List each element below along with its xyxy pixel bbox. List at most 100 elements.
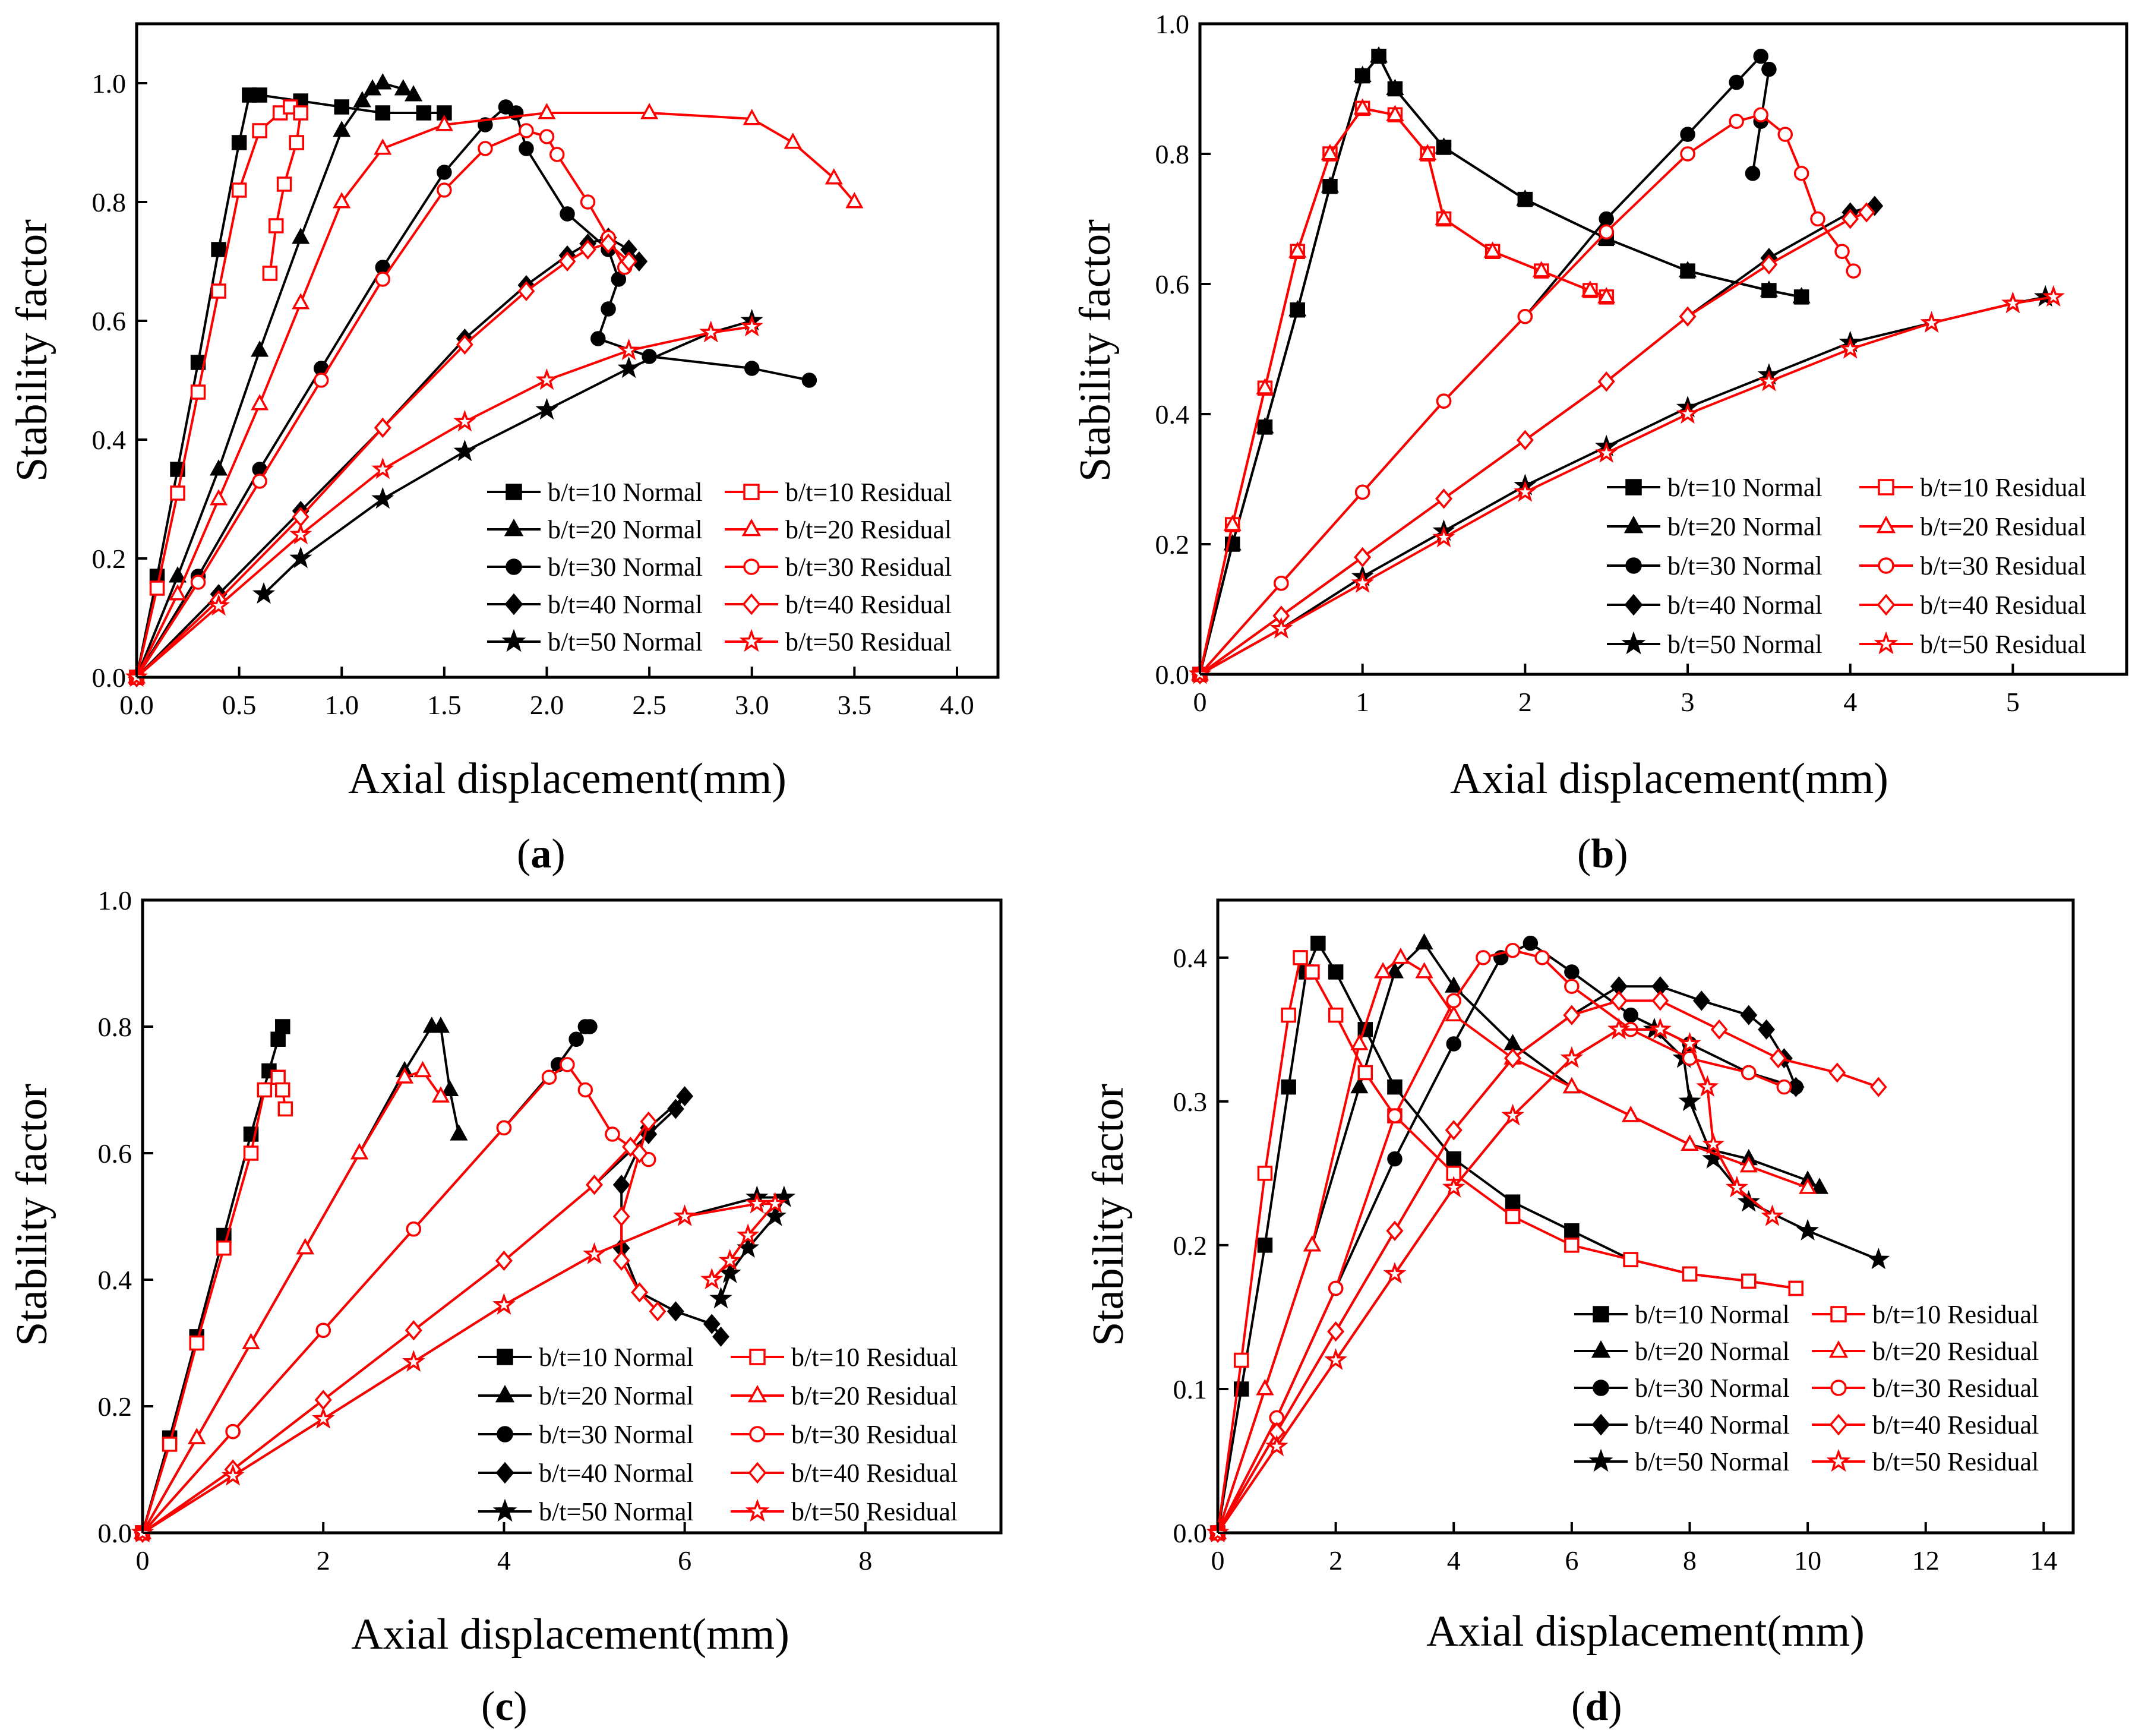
legend-label: b/t=30 Residual xyxy=(791,1420,958,1449)
data-point xyxy=(737,1223,760,1245)
legend-label: b/t=20 Normal xyxy=(548,515,703,544)
legend-marker xyxy=(1830,1306,1847,1322)
data-point xyxy=(1597,287,1616,304)
data-point xyxy=(1446,1151,1461,1167)
data-point xyxy=(1328,1280,1344,1296)
data-point xyxy=(1696,1075,1719,1097)
plot-area-frame xyxy=(1216,898,2075,1535)
data-point xyxy=(1233,1352,1249,1368)
legend-item: b/t=40 Normal xyxy=(1574,1410,1790,1440)
data-point xyxy=(1293,950,1308,965)
legend-marker xyxy=(497,1426,513,1443)
data-point xyxy=(353,91,371,108)
y-tick-label: 0.8 xyxy=(1155,139,1190,169)
data-point xyxy=(374,73,392,90)
data-point xyxy=(1753,49,1768,64)
y-tick-label: 0.4 xyxy=(98,1265,132,1295)
legend-item: b/t=20 Residual xyxy=(1859,512,2086,541)
data-point xyxy=(313,373,329,388)
series-line xyxy=(1199,54,1802,675)
data-point xyxy=(1223,515,1242,531)
x-tick-label: 0.5 xyxy=(222,690,257,720)
legend-label: b/t=20 Residual xyxy=(791,1381,958,1410)
data-point xyxy=(289,546,312,569)
x-tick-label: 1 xyxy=(1356,687,1369,717)
data-point xyxy=(170,485,185,501)
data-point xyxy=(315,1322,331,1338)
data-point xyxy=(252,87,267,103)
series-b-t-50-residual xyxy=(1206,1017,1784,1543)
data-point xyxy=(1758,1019,1775,1040)
data-point xyxy=(1288,299,1307,317)
x-tick-label: 0.0 xyxy=(119,690,154,720)
legend-marker xyxy=(742,593,761,616)
legend-label: b/t=20 Residual xyxy=(1872,1337,2039,1366)
data-point xyxy=(743,109,761,125)
series-b-t-10-normal xyxy=(135,1019,290,1541)
legend-item: b/t=40 Residual xyxy=(1812,1410,2039,1440)
data-point xyxy=(374,417,391,438)
legend-marker xyxy=(1623,515,1644,534)
series-line xyxy=(141,1063,649,1534)
legend-label: b/t=40 Residual xyxy=(791,1459,958,1488)
x-tick-label: 2 xyxy=(1329,1545,1343,1576)
data-point xyxy=(1374,962,1392,979)
legend-item: b/t=20 Residual xyxy=(731,1381,958,1410)
legend-item: b/t=10 Residual xyxy=(1859,473,2086,502)
data-point xyxy=(1777,127,1793,142)
legend-label: b/t=40 Normal xyxy=(1635,1410,1790,1440)
data-point xyxy=(252,582,276,604)
data-point xyxy=(568,1031,584,1047)
legend-item: b/t=20 Normal xyxy=(478,1381,694,1410)
legend-label: b/t=40 Normal xyxy=(539,1459,694,1488)
legend-marker xyxy=(506,558,522,575)
series-b-t-40-residual xyxy=(128,233,637,688)
data-point xyxy=(605,1126,620,1142)
data-point xyxy=(1505,942,1521,958)
data-point xyxy=(617,338,640,361)
series-b-t-20-residual xyxy=(127,103,864,684)
data-point xyxy=(1799,1178,1817,1194)
data-point xyxy=(1692,990,1710,1011)
legend-item: b/t=40 Residual xyxy=(725,590,952,619)
data-point xyxy=(1387,1151,1403,1167)
x-tick-label: 6 xyxy=(1565,1545,1578,1576)
data-point xyxy=(1776,1079,1792,1095)
data-point xyxy=(431,1017,450,1033)
data-point xyxy=(1753,107,1768,123)
series-line xyxy=(141,1075,287,1533)
legend-item: b/t=50 Residual xyxy=(731,1497,958,1526)
data-point xyxy=(558,251,576,272)
data-point xyxy=(549,147,565,162)
data-point xyxy=(242,1333,260,1350)
legend-item: b/t=20 Normal xyxy=(487,515,703,544)
data-point xyxy=(1328,964,1344,980)
legend-label: b/t=50 Normal xyxy=(548,627,703,656)
data-point xyxy=(535,397,558,420)
data-point xyxy=(453,439,476,462)
legend-item: b/t=10 Residual xyxy=(725,478,952,507)
plot-area-frame xyxy=(1198,22,2128,676)
legend-label: b/t=30 Residual xyxy=(1920,551,2086,580)
data-point xyxy=(456,334,473,355)
data-point xyxy=(744,361,760,376)
data-point xyxy=(405,1320,422,1341)
data-point xyxy=(1770,1048,1787,1069)
legend-label: b/t=40 Residual xyxy=(1920,591,2086,620)
data-point xyxy=(1560,1046,1583,1068)
data-point xyxy=(1327,1321,1345,1342)
series-line xyxy=(1217,1028,1773,1534)
x-tick-label: 12 xyxy=(1912,1545,1940,1576)
y-tick-label: 0.0 xyxy=(1173,1518,1208,1548)
data-point xyxy=(649,1301,667,1322)
x-tick-label: 4.0 xyxy=(940,690,974,720)
data-point xyxy=(496,1120,512,1136)
series-line xyxy=(1217,956,1808,1533)
data-point xyxy=(784,132,802,149)
legend-label: b/t=20 Normal xyxy=(539,1381,694,1410)
legend: b/t=10 Normal b/t=20 Normal b/t=30 Normal b… xyxy=(478,1343,958,1526)
data-point xyxy=(211,242,226,257)
panel-label-letter: a xyxy=(530,831,551,877)
data-point xyxy=(631,1142,648,1164)
x-tick-label: 3.5 xyxy=(838,690,872,720)
